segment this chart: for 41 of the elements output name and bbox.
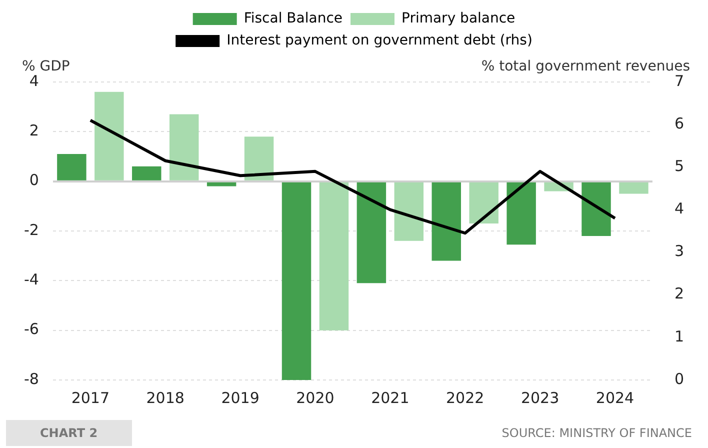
x-tick-label: 2019	[221, 388, 260, 407]
legend-label: Primary balance	[402, 10, 516, 27]
y2-tick-label: 0	[674, 370, 684, 388]
legend-label: Fiscal Balance	[244, 10, 343, 27]
x-tick-label: 2022	[446, 388, 484, 407]
x-tick-label: 2024	[596, 388, 634, 407]
bar	[394, 182, 424, 241]
y2-tick-label: 1	[674, 327, 684, 346]
x-tick-label: 2021	[371, 388, 410, 407]
y-tick-label: -6	[24, 320, 39, 338]
y-tick-label: -4	[24, 270, 39, 289]
y2-tick-label: 6	[674, 114, 684, 132]
bar	[506, 182, 536, 245]
bar	[244, 136, 274, 180]
y-tick-label: 2	[29, 122, 39, 140]
bar	[169, 114, 199, 180]
y2-tick-label: 5	[674, 157, 684, 176]
bar	[582, 182, 611, 236]
bar	[94, 92, 124, 180]
bar	[619, 182, 648, 194]
y-tick-label: 0	[29, 171, 39, 190]
y-tick-label: -8	[24, 370, 39, 388]
x-tick-label: 2020	[296, 388, 334, 407]
y2-tick-label: 3	[674, 242, 684, 260]
bar	[132, 166, 162, 180]
bar	[57, 154, 86, 180]
bar	[319, 182, 349, 330]
y2-tick-label: 2	[674, 284, 684, 303]
x-tick-label: 2017	[71, 388, 110, 407]
y-tick-label: -2	[24, 220, 39, 239]
bar	[282, 182, 312, 380]
legend-label: Interest payment on government debt (rhs)	[226, 32, 532, 49]
x-tick-label: 2023	[520, 388, 560, 407]
bar	[206, 182, 236, 186]
bar	[432, 182, 461, 261]
bar	[356, 182, 386, 284]
bar	[469, 182, 498, 224]
x-tick-label: 2018	[146, 388, 184, 407]
y2-tick-label: 4	[674, 200, 684, 218]
source-note: SOURCE: MINISTRY OF FINANCE	[502, 426, 692, 440]
caption: CHART 2	[6, 420, 132, 446]
